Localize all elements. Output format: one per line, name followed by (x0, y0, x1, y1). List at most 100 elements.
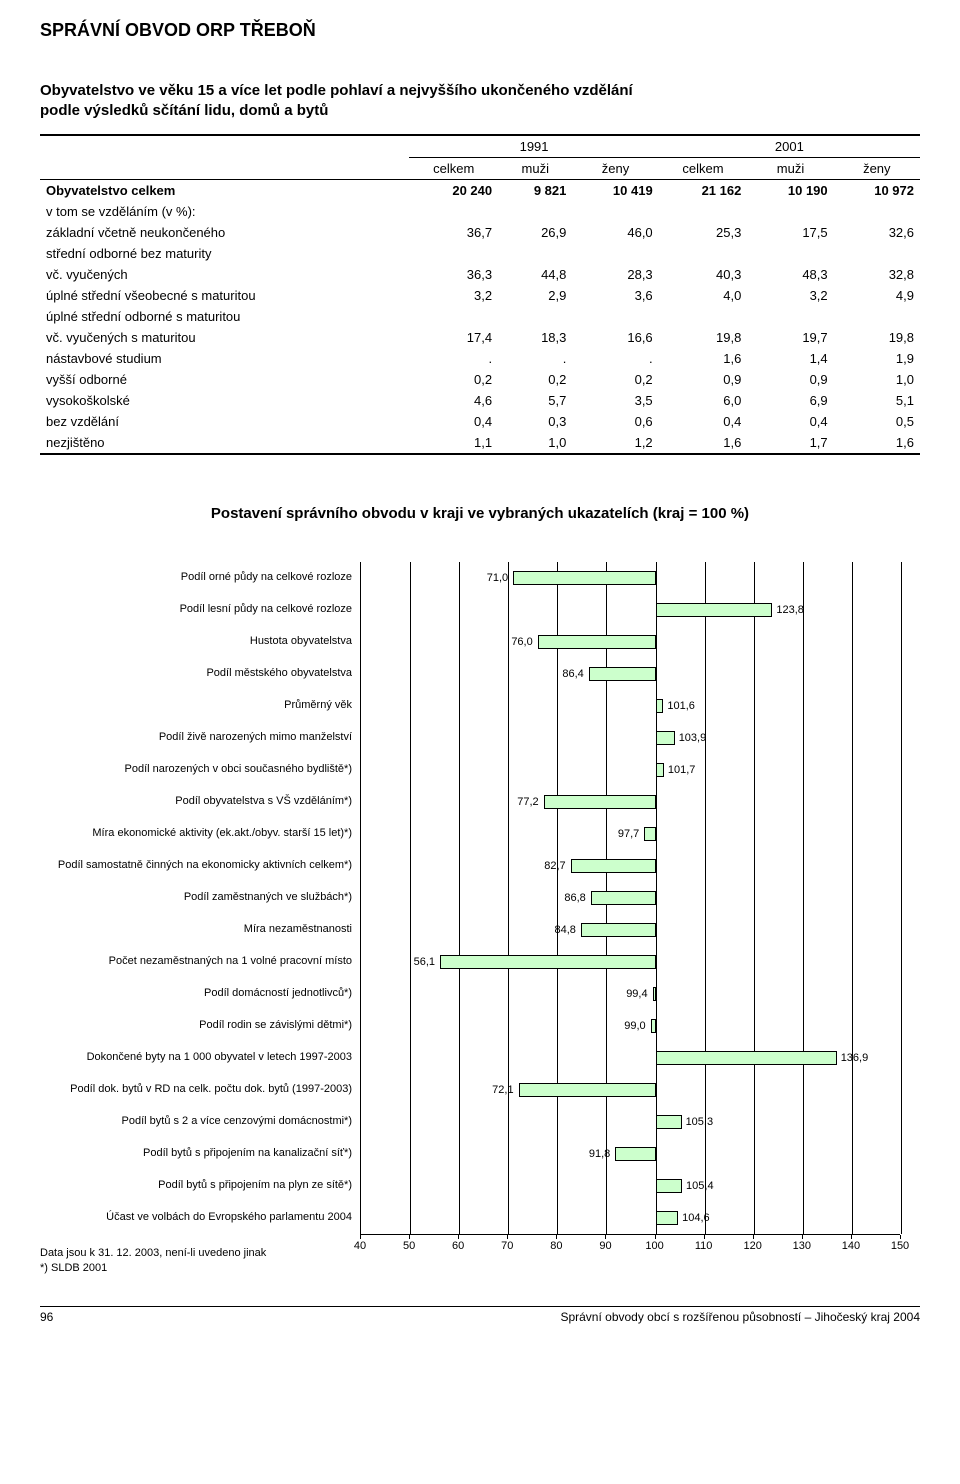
chart-row: Účast ve volbách do Evropského parlament… (40, 1202, 920, 1234)
chart-plot-area: 104,6 (360, 1202, 900, 1234)
cell-value: 10 419 (572, 179, 658, 201)
axis-tick-label: 110 (695, 1240, 713, 1252)
cell-value: 46,0 (572, 222, 658, 243)
chart-row: Počet nezaměstnaných na 1 volné pracovní… (40, 946, 920, 978)
chart-plot-area: 71,0 (360, 562, 900, 594)
table-row: vč. vyučených s maturitou17,418,316,619,… (40, 327, 920, 348)
table-row: úplné střední odborné s maturitou (40, 306, 920, 327)
cell-value: 19,7 (747, 327, 833, 348)
table-col-header: celkem (659, 157, 748, 179)
footer-source: Správní obvody obcí s rozšířenou působno… (560, 1310, 920, 1324)
cell-value: . (498, 348, 572, 369)
chart-bar-label: Míra nezaměstnanosti (40, 923, 360, 936)
row-label: úplné střední všeobecné s maturitou (40, 285, 409, 306)
chart-bar-value: 77,2 (517, 795, 538, 809)
chart-row: Podíl bytů s připojením na plyn ze sítě*… (40, 1170, 920, 1202)
chart-bar-value: 56,1 (414, 955, 435, 969)
cell-value: 3,2 (747, 285, 833, 306)
chart-bar (644, 827, 655, 841)
chart-bar-label: Podíl dok. bytů v RD na celk. počtu dok.… (40, 1083, 360, 1096)
chart-title: Postavení správního obvodu v kraji ve vy… (40, 505, 920, 522)
cell-value (834, 201, 920, 222)
row-label: nezjištěno (40, 432, 409, 454)
table-row: úplné střední všeobecné s maturitou3,22,… (40, 285, 920, 306)
page-footer: 96 Správní obvody obcí s rozšířenou půso… (40, 1306, 920, 1324)
cell-value: 5,7 (498, 390, 572, 411)
cell-value: 3,6 (572, 285, 658, 306)
cell-value: 0,9 (747, 369, 833, 390)
indicator-chart: Podíl orné půdy na celkové rozloze71,0Po… (40, 562, 920, 1277)
cell-value (834, 243, 920, 264)
cell-value: 1,0 (498, 432, 572, 454)
chart-bar (656, 731, 675, 745)
cell-value: 36,3 (409, 264, 498, 285)
chart-row: Podíl domácností jednotlivců*) 99,4 (40, 978, 920, 1010)
cell-value (572, 306, 658, 327)
chart-bar-value: 105,4 (686, 1179, 714, 1193)
cell-value: 4,0 (659, 285, 748, 306)
axis-tick-label: 140 (842, 1240, 860, 1252)
chart-bar-label: Míra ekonomické aktivity (ek.akt./obyv. … (40, 827, 360, 840)
cell-value: 3,2 (409, 285, 498, 306)
chart-bar-value: 86,4 (562, 667, 583, 681)
cell-value (409, 201, 498, 222)
chart-bar (519, 1083, 656, 1097)
cell-value: 9 821 (498, 179, 572, 201)
table-row: Obyvatelstvo celkem20 2409 82110 41921 1… (40, 179, 920, 201)
chart-bar-value: 76,0 (511, 635, 532, 649)
chart-row: Podíl bytů s připojením na kanalizační s… (40, 1138, 920, 1170)
row-label: vč. vyučených (40, 264, 409, 285)
table-col-header: muži (747, 157, 833, 179)
cell-value: 4,9 (834, 285, 920, 306)
footnote-line1: Data jsou k 31. 12. 2003, není-li uveden… (40, 1247, 266, 1259)
cell-value: 1,0 (834, 369, 920, 390)
cell-value: 16,6 (572, 327, 658, 348)
chart-bar (656, 1051, 837, 1065)
cell-value: 19,8 (659, 327, 748, 348)
cell-value: 6,9 (747, 390, 833, 411)
chart-bar-value: 99,4 (626, 987, 647, 1001)
chart-bar (656, 1179, 683, 1193)
chart-bar (615, 1147, 655, 1161)
chart-bar-label: Podíl obyvatelstva s VŠ vzděláním*) (40, 795, 360, 808)
cell-value: 19,8 (834, 327, 920, 348)
row-label: nástavbové studium (40, 348, 409, 369)
cell-value: 48,3 (747, 264, 833, 285)
cell-value (409, 306, 498, 327)
cell-value (498, 306, 572, 327)
cell-value: 1,6 (834, 432, 920, 454)
chart-bar-label: Podíl lesní půdy na celkové rozloze (40, 603, 360, 616)
chart-row: Podíl městského obyvatelstva86,4 (40, 658, 920, 690)
axis-tick-label: 80 (550, 1240, 562, 1252)
cell-value: 0,2 (572, 369, 658, 390)
table-row: vysokoškolské4,65,73,56,06,95,1 (40, 390, 920, 411)
chart-plot-area: 56,1 (360, 946, 900, 978)
chart-row: Podíl živě narozených mimo manželství103… (40, 722, 920, 754)
chart-bar-label: Podíl rodin se závislými dětmi*) (40, 1019, 360, 1032)
chart-bar-value: 101,7 (668, 763, 696, 777)
cell-value (834, 306, 920, 327)
chart-plot-area: 91,8 (360, 1138, 900, 1170)
chart-bar-value: 101,6 (667, 699, 695, 713)
chart-row: Podíl obyvatelstva s VŠ vzděláním*) 77,2 (40, 786, 920, 818)
chart-row: Podíl bytů s 2 a více cenzovými domácnos… (40, 1106, 920, 1138)
chart-row: Dokončené byty na 1 000 obyvatel v letec… (40, 1042, 920, 1074)
cell-value (572, 201, 658, 222)
row-label: Obyvatelstvo celkem (40, 179, 409, 201)
chart-plot-area: 86,4 (360, 658, 900, 690)
cell-value: 0,4 (747, 411, 833, 432)
chart-bar-label: Podíl bytů s připojením na plyn ze sítě*… (40, 1179, 360, 1192)
table-row: střední odborné bez maturity (40, 243, 920, 264)
chart-bar-label: Podíl domácností jednotlivců*) (40, 987, 360, 1000)
chart-plot-area: 136,9 (360, 1042, 900, 1074)
chart-plot-area: 101,6 (360, 690, 900, 722)
chart-row: Míra nezaměstnanosti84,8 (40, 914, 920, 946)
chart-bar-value: 82,7 (544, 859, 565, 873)
table-row: bez vzdělání0,40,30,60,40,40,5 (40, 411, 920, 432)
cell-value: 1,6 (659, 348, 748, 369)
cell-value: 25,3 (659, 222, 748, 243)
chart-bar (653, 987, 656, 1001)
chart-bar-label: Průměrný věk (40, 699, 360, 712)
chart-plot-area: 99,4 (360, 978, 900, 1010)
chart-plot-area: 99,0 (360, 1010, 900, 1042)
